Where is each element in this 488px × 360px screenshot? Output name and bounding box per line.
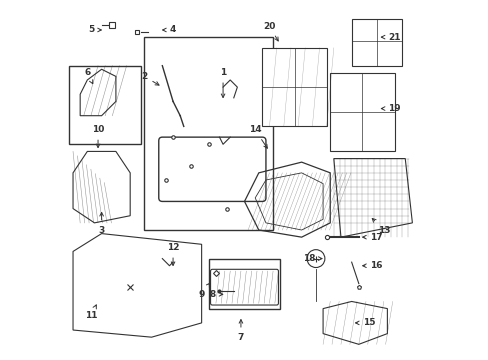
FancyBboxPatch shape <box>144 37 272 230</box>
Text: 18: 18 <box>302 254 321 263</box>
FancyBboxPatch shape <box>208 258 280 309</box>
Text: 5: 5 <box>87 26 101 35</box>
Text: 9: 9 <box>198 283 210 299</box>
Text: 17: 17 <box>362 233 382 242</box>
Text: 20: 20 <box>263 22 278 41</box>
Text: 8: 8 <box>209 290 223 299</box>
Text: 3: 3 <box>98 212 104 234</box>
Text: 21: 21 <box>381 33 400 42</box>
FancyBboxPatch shape <box>210 269 278 305</box>
Text: 6: 6 <box>84 68 93 84</box>
FancyBboxPatch shape <box>351 19 401 66</box>
FancyBboxPatch shape <box>329 73 394 152</box>
Text: 2: 2 <box>141 72 159 85</box>
Text: 4: 4 <box>163 26 176 35</box>
Text: 15: 15 <box>355 318 375 327</box>
FancyBboxPatch shape <box>262 48 326 126</box>
Text: 10: 10 <box>92 126 104 148</box>
Text: 16: 16 <box>362 261 382 270</box>
FancyBboxPatch shape <box>159 137 265 202</box>
Text: 11: 11 <box>84 305 97 320</box>
Text: 19: 19 <box>381 104 400 113</box>
FancyBboxPatch shape <box>69 66 141 144</box>
Text: 14: 14 <box>248 126 267 148</box>
Text: 13: 13 <box>371 219 389 234</box>
Text: 12: 12 <box>166 243 179 265</box>
Text: 7: 7 <box>237 320 244 342</box>
Text: 1: 1 <box>220 68 226 98</box>
